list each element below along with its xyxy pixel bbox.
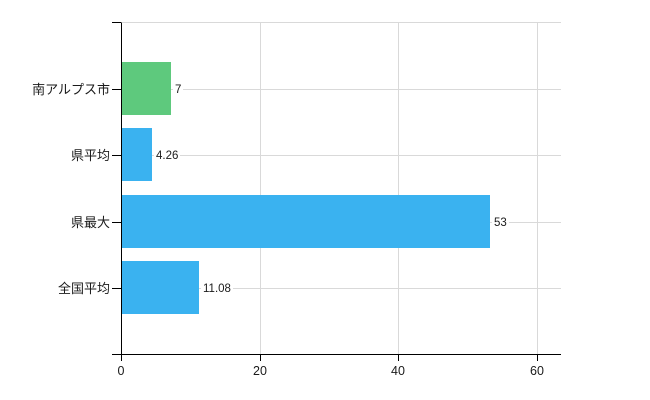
y-axis-tick <box>112 222 121 223</box>
x-axis-tick-label: 40 <box>391 364 405 378</box>
bar <box>122 128 152 181</box>
y-axis-tick <box>112 155 121 156</box>
bar <box>122 195 490 248</box>
h-gridline <box>122 288 561 289</box>
y-axis-top-tick <box>112 22 121 23</box>
bar-value-label: 11.08 <box>201 282 233 296</box>
y-axis-label: 県平均 <box>70 148 110 163</box>
v-gridline <box>260 23 261 354</box>
y-axis-label: 県最大 <box>70 215 110 230</box>
v-gridline <box>398 23 399 354</box>
bar-value-label: 53 <box>492 216 509 230</box>
h-gridline <box>122 155 561 156</box>
x-axis-tick-label: 20 <box>253 364 267 378</box>
x-axis-tick <box>121 355 122 361</box>
x-axis-tick <box>398 355 399 361</box>
h-gridline <box>122 89 561 90</box>
bar <box>122 261 199 314</box>
y-axis-tick <box>112 288 121 289</box>
y-axis-label: 南アルプス市 <box>32 82 110 97</box>
x-axis-tick-label: 60 <box>530 364 544 378</box>
x-axis-left-overhang <box>112 354 121 355</box>
x-axis-tick <box>537 355 538 361</box>
bar <box>122 62 171 115</box>
v-gridline <box>537 23 538 354</box>
y-axis-label: 全国平均 <box>57 281 110 296</box>
x-axis-tick <box>260 355 261 361</box>
bar-value-label: 7 <box>173 83 184 97</box>
y-axis-tick <box>112 89 121 90</box>
x-axis-tick-label: 0 <box>117 364 125 378</box>
bar-value-label: 4.26 <box>154 149 181 163</box>
plot-area: 7 4.26 53 11.08 <box>121 22 561 355</box>
